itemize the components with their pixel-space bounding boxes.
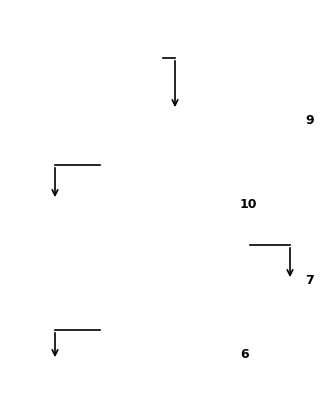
Text: 6: 6 bbox=[240, 348, 249, 361]
Text: 10: 10 bbox=[240, 199, 258, 212]
Text: 7: 7 bbox=[305, 274, 314, 287]
Text: 9: 9 bbox=[305, 114, 314, 127]
